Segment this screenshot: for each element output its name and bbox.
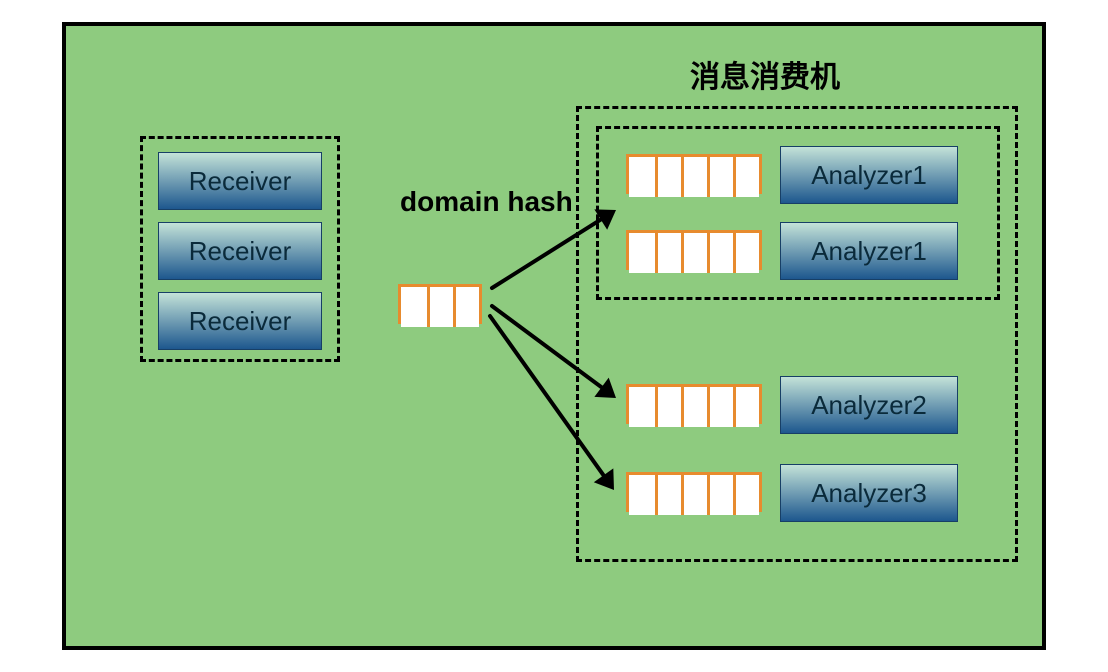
queue-cell	[655, 475, 681, 515]
queue-cell	[733, 475, 759, 515]
receiver-node: Receiver	[158, 222, 322, 280]
queue-cell	[629, 233, 655, 273]
queue-cell	[681, 387, 707, 427]
queue-cell	[707, 157, 733, 197]
analyzer-label: Analyzer2	[811, 390, 927, 421]
queue-cell	[681, 475, 707, 515]
analyzer-label: Analyzer1	[811, 236, 927, 267]
receiver-node: Receiver	[158, 292, 322, 350]
queue-cell	[401, 287, 427, 327]
analyzer-label: Analyzer1	[811, 160, 927, 191]
queue-cell	[707, 233, 733, 273]
queue-cell	[733, 233, 759, 273]
queue-cell	[655, 233, 681, 273]
queue-cell	[655, 387, 681, 427]
domain-hash-label: domain hash	[400, 186, 573, 218]
queue-cell	[733, 387, 759, 427]
receiver-label: Receiver	[189, 306, 292, 337]
queue-cell	[629, 387, 655, 427]
queue-cell	[681, 157, 707, 197]
queue-cell	[733, 157, 759, 197]
queue-cell	[453, 287, 479, 327]
analyzer-node: Analyzer1	[780, 222, 958, 280]
analyzer-queue	[626, 230, 762, 270]
receiver-node: Receiver	[158, 152, 322, 210]
diagram-canvas: 消息消费机 domain hash Receiver Receiver Receiv…	[0, 0, 1108, 672]
source-queue	[398, 284, 482, 324]
queue-cell	[629, 157, 655, 197]
analyzer-node: Analyzer3	[780, 464, 958, 522]
analyzer-node: Analyzer2	[780, 376, 958, 434]
receiver-label: Receiver	[189, 166, 292, 197]
receiver-label: Receiver	[189, 236, 292, 267]
analyzer-node: Analyzer1	[780, 146, 958, 204]
queue-cell	[655, 157, 681, 197]
analyzer-label: Analyzer3	[811, 478, 927, 509]
consumer-title: 消息消费机	[690, 52, 840, 96]
queue-cell	[681, 233, 707, 273]
queue-cell	[427, 287, 453, 327]
analyzer-queue	[626, 472, 762, 512]
queue-cell	[707, 475, 733, 515]
queue-cell	[707, 387, 733, 427]
analyzer-queue	[626, 154, 762, 194]
queue-cell	[629, 475, 655, 515]
analyzer-queue	[626, 384, 762, 424]
